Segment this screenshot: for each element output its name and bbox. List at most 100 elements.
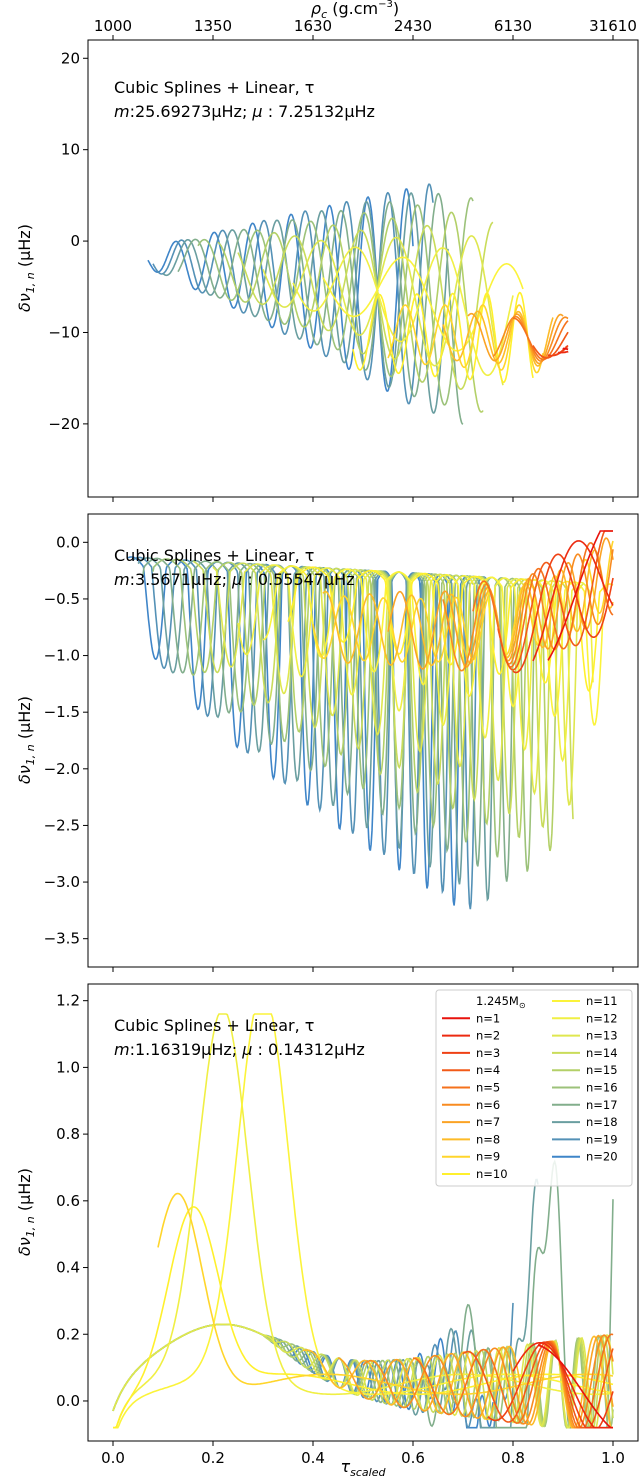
- panel-bottom-lines: [112, 1013, 614, 1429]
- legend-label: n=13: [586, 1029, 618, 1043]
- ytick-label: 10: [61, 141, 80, 159]
- top-tick-label: 1000: [94, 17, 132, 35]
- series-line-n11: [322, 256, 524, 352]
- xtick-label: 1.0: [601, 1449, 625, 1467]
- legend-label: n=20: [586, 1150, 618, 1164]
- ytick-label: 0.6: [56, 1192, 80, 1210]
- ytick-label: 0.8: [56, 1125, 80, 1143]
- panel-top-annotation-line2: m:25.69273μHz; μ : 7.25132μHz: [114, 102, 375, 121]
- panel-top-lines: [147, 183, 569, 425]
- series-line-n10: [352, 291, 534, 384]
- ytick-label: 0: [70, 232, 80, 250]
- ytick-label: −1.0: [44, 647, 80, 665]
- ytick-label: 0.4: [56, 1259, 80, 1277]
- panel-middle-annotation-line2: m:3.5671μHz; μ : 0.55547μHz: [114, 570, 355, 589]
- series-line-n12: [237, 564, 594, 763]
- legend-label: n=7: [476, 1115, 500, 1129]
- series-line-n1: [562, 347, 569, 350]
- xtick-label: 0.2: [201, 1449, 225, 1467]
- top-tick-label: 31610: [589, 17, 637, 35]
- panel-middle-frame: [87, 513, 639, 968]
- legend-entries: n=1 n=2 n=3 n=4 n=5 n=6 n=7 n=8 n=9 n=10 n=11 n=12 n…: [442, 994, 618, 1181]
- legend-label: n=8: [476, 1132, 500, 1146]
- legend-label: n=19: [586, 1132, 618, 1146]
- xtick-label: 0.0: [101, 1449, 125, 1467]
- series-line-n5: [512, 317, 569, 361]
- legend-label: n=10: [476, 1167, 508, 1181]
- series-line-n20: [147, 188, 414, 393]
- panel-middle-ylabel: δν1, n (μHz): [15, 696, 37, 784]
- series-line-n7: [337, 1334, 614, 1429]
- panel-bottom-annotation-line2: m:1.16319μHz; μ : 0.14312μHz: [114, 1040, 365, 1059]
- panel-middle-lines: [127, 530, 614, 910]
- series-line-n8: [322, 549, 614, 667]
- legend-title: 1.245M⊙: [476, 994, 526, 1010]
- panel-bottom: 1.21.00.80.60.40.20.00.0 0.2 0.4 0.6 0.8 1.0 …: [56, 983, 639, 1467]
- ytick-label: −3.0: [44, 873, 80, 891]
- legend-label: n=9: [476, 1150, 500, 1164]
- xlabel: τscaled: [341, 1457, 387, 1479]
- panel-middle: 0.0 −0.5 −1.0 −1.5 −2.0 −2.5 −3.0 −3.5 Cubic Sp…: [44, 513, 639, 972]
- top-tick-label: 1630: [294, 17, 332, 35]
- series-line-n3: [487, 1341, 614, 1429]
- ytick-label: −1.5: [44, 703, 80, 721]
- legend-label: n=17: [586, 1098, 618, 1112]
- series-line-n14: [237, 221, 494, 391]
- panel-bottom-ylabel: δν1, n (μHz): [15, 1168, 37, 1256]
- series-line-n19: [152, 183, 434, 405]
- legend-frame: [435, 989, 633, 1187]
- legend-label: n=6: [476, 1098, 500, 1112]
- legend-label: n=18: [586, 1115, 618, 1129]
- top-tick-label: 1350: [194, 17, 232, 35]
- xtick-label: 0.4: [301, 1449, 325, 1467]
- series-line-n1: [547, 530, 613, 661]
- series-line-n16: [152, 558, 544, 872]
- series-line-n1: [537, 1344, 613, 1429]
- ytick-label: 0.2: [56, 1325, 80, 1343]
- series-line-n16: [197, 196, 474, 406]
- legend-label: n=12: [586, 1011, 618, 1025]
- ytick-label: −10: [48, 323, 80, 341]
- panel-middle-annotation-line1: Cubic Splines + Linear, τ: [114, 546, 314, 565]
- panel-bottom-frame: [87, 983, 639, 1442]
- legend-label: n=14: [586, 1046, 618, 1060]
- xtick-label: 0.6: [401, 1449, 425, 1467]
- series-line-n13: [262, 235, 504, 386]
- ytick-label: 1.0: [56, 1058, 80, 1076]
- legend-label: n=2: [476, 1029, 500, 1043]
- legend-label: n=4: [476, 1063, 500, 1077]
- ytick-label: 20: [61, 49, 80, 67]
- series-line-n2: [512, 1342, 613, 1429]
- series-line-n8: [442, 310, 554, 367]
- ytick-label: 0.0: [56, 1392, 80, 1410]
- ytick-label: −2.0: [44, 760, 80, 778]
- series-line-n9: [312, 540, 614, 663]
- panel-top: 20 10 0 −10 −20 Cubic Splines + Linear, τ m:…: [48, 39, 639, 502]
- series-line-n9: [387, 304, 544, 374]
- series-line-n6: [442, 549, 614, 672]
- ytick-label: 1.2: [56, 992, 80, 1010]
- series-line-n15: [217, 211, 484, 413]
- xtick-label: 0.8: [501, 1449, 525, 1467]
- legend-label: n=16: [586, 1081, 618, 1095]
- legend-label: n=11: [586, 994, 618, 1008]
- ytick-label: −2.5: [44, 816, 80, 834]
- series-line-n3: [512, 553, 614, 674]
- ytick-label: −0.5: [44, 590, 80, 608]
- panel-bottom-ticks: 1.2 1.0 0.8 0.6 0.4 0.2 0.0 0.0 0.2 0.4 0.6 0.8 1.0: [56, 992, 625, 1467]
- series-line-n2: [557, 350, 569, 354]
- series-line-n2: [532, 540, 614, 662]
- series-line-n4: [532, 331, 569, 359]
- panel-bottom-annotation-line1: Cubic Splines + Linear, τ: [114, 1016, 314, 1035]
- panel-top-ticks: 20 10 0 −10 −20: [48, 49, 614, 502]
- ytick-label: 0.0: [56, 533, 80, 551]
- legend: 1.245M⊙ n=1n=2n=3n=4n=5n=6n=7n=8n=9n=10n…: [435, 989, 633, 1187]
- series-line-n14: [192, 560, 574, 829]
- ytick-label: −3.5: [44, 930, 80, 948]
- series-line-n7: [467, 312, 564, 365]
- legend-label: n=15: [586, 1063, 618, 1077]
- legend-label: n=3: [476, 1046, 500, 1060]
- panel-top-frame: [87, 39, 639, 498]
- series-line-n12: [113, 1013, 614, 1429]
